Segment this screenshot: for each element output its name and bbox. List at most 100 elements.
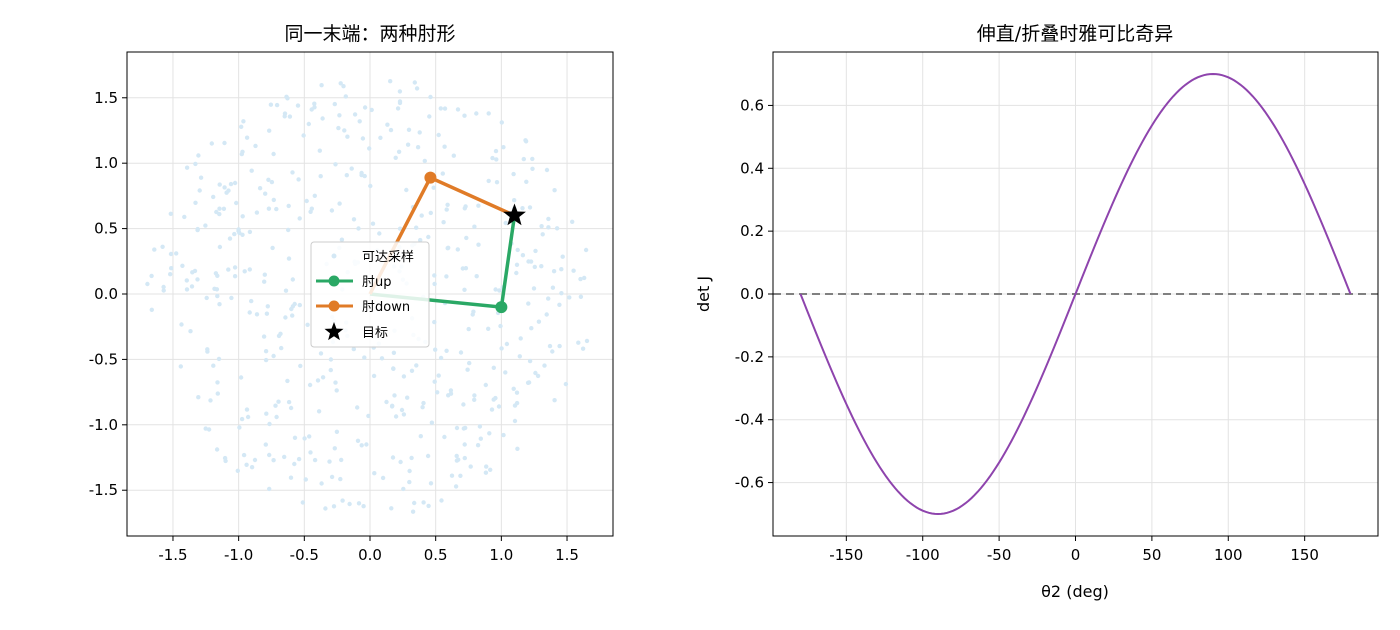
reachable-sample-point [223, 458, 228, 464]
reachable-sample-point [435, 390, 440, 395]
left-x-tick-label: -1.0 [224, 546, 253, 564]
left-x-tick-label: 0.5 [424, 546, 448, 564]
reachable-sample-point [237, 425, 242, 430]
reachable-sample-point [455, 107, 461, 112]
reachable-sample-point [356, 226, 361, 231]
reachable-sample-point [319, 83, 324, 88]
reachable-sample-point [397, 99, 403, 104]
reachable-sample-point [333, 380, 338, 385]
reachable-sample-point [362, 105, 368, 110]
reachable-sample-point [209, 141, 214, 146]
reachable-sample-point [526, 301, 531, 306]
left-reachable-samples [145, 79, 590, 514]
reachable-sample-point [292, 461, 297, 467]
reachable-sample-point [334, 429, 340, 434]
reachable-sample-point [349, 166, 354, 171]
reachable-sample-point [563, 381, 569, 387]
reachable-sample-point [444, 274, 449, 279]
reachable-sample-point [559, 291, 564, 296]
reachable-sample-point [474, 274, 479, 279]
reachable-sample-point [276, 399, 281, 404]
reachable-sample-point [287, 114, 293, 119]
left-legend: 可达采样 肘up 肘down 目标 [310, 241, 430, 348]
reachable-sample-point [490, 155, 495, 161]
reachable-sample-point [576, 340, 581, 345]
reachable-sample-point [462, 287, 467, 292]
reachable-sample-point [180, 263, 185, 268]
reachable-sample-point [487, 431, 492, 436]
reachable-sample-point [477, 424, 483, 429]
reachable-sample-point [494, 180, 500, 185]
reachable-sample-point [266, 177, 271, 182]
reachable-sample-point [339, 457, 344, 463]
reachable-sample-point [462, 442, 467, 447]
reachable-sample-point [217, 302, 222, 307]
reachable-sample-point [240, 214, 245, 219]
reachable-sample-point [195, 227, 200, 233]
reachable-sample-point [182, 214, 187, 220]
reachable-sample-point [407, 468, 412, 474]
reachable-sample-point [285, 378, 290, 384]
reachable-sample-point [583, 247, 589, 253]
reachable-sample-point [270, 245, 275, 251]
reachable-sample-point [217, 182, 222, 187]
reachable-sample-point [432, 281, 437, 287]
reachable-sample-point [208, 398, 213, 403]
reachable-sample-point [364, 442, 369, 447]
reachable-sample-point [283, 315, 288, 320]
reachable-sample-point [320, 375, 326, 380]
left-x-tick-label: 1.5 [555, 546, 579, 564]
left-y-tick-label: 0.0 [94, 285, 118, 303]
reachable-sample-point [307, 382, 313, 388]
reachable-sample-point [523, 139, 529, 144]
legend-frame [310, 241, 430, 348]
reachable-sample-point [458, 473, 463, 478]
reachable-sample-point [278, 331, 283, 336]
reachable-sample-point [263, 442, 268, 447]
right-x-tick-label: 0 [1071, 546, 1081, 564]
reachable-sample-point [263, 191, 268, 196]
reachable-sample-point [366, 413, 371, 419]
reachable-sample-point [391, 350, 397, 355]
reachable-sample-point [240, 232, 245, 237]
reachable-sample-point [532, 264, 537, 270]
right-y-tick-label: 0.2 [740, 222, 764, 240]
reachable-sample-point [197, 188, 202, 193]
reachable-sample-point [241, 452, 247, 458]
right-y-tick-label: -0.2 [735, 348, 764, 366]
reachable-sample-point [316, 409, 322, 414]
left-y-tick-label: 0.5 [94, 220, 118, 238]
reachable-sample-point [580, 346, 586, 351]
reachable-sample-point [329, 208, 335, 213]
reachable-sample-point [192, 268, 198, 274]
reachable-sample-point [578, 276, 583, 282]
reachable-sample-point [464, 235, 469, 241]
right-y-axis-label: det J [694, 276, 713, 312]
reachable-sample-point [234, 200, 239, 206]
reachable-sample-point [245, 414, 251, 420]
elbow-up-joint-marker [495, 301, 508, 314]
reachable-sample-point [254, 312, 260, 317]
reachable-sample-point [283, 288, 289, 293]
reachable-sample-point [476, 242, 481, 247]
reachable-sample-point [215, 391, 220, 396]
left-chart: 同一末端：两种肘形 -1.5 -1.0 -0.5 0.0 0.5 1.0 1.5 -1.5-… [89, 23, 614, 564]
reachable-sample-point [249, 168, 254, 173]
reachable-sample-point [253, 143, 258, 149]
right-x-tick-label: 50 [1142, 546, 1161, 564]
reachable-sample-point [404, 187, 409, 193]
reachable-sample-point [355, 405, 360, 410]
reachable-sample-point [216, 356, 222, 362]
reachable-sample-point [426, 503, 431, 509]
reachable-sample-point [271, 151, 276, 157]
legend-label-target: 目标 [362, 326, 388, 341]
reachable-sample-point [468, 464, 473, 469]
reachable-sample-point [388, 79, 393, 84]
reachable-sample-point [329, 474, 335, 480]
reachable-sample-point [169, 266, 174, 271]
reachable-sample-point [160, 244, 165, 249]
reachable-sample-point [315, 378, 321, 383]
reachable-sample-point [418, 237, 423, 243]
reachable-sample-point [274, 414, 279, 420]
reachable-sample-point [531, 286, 537, 291]
